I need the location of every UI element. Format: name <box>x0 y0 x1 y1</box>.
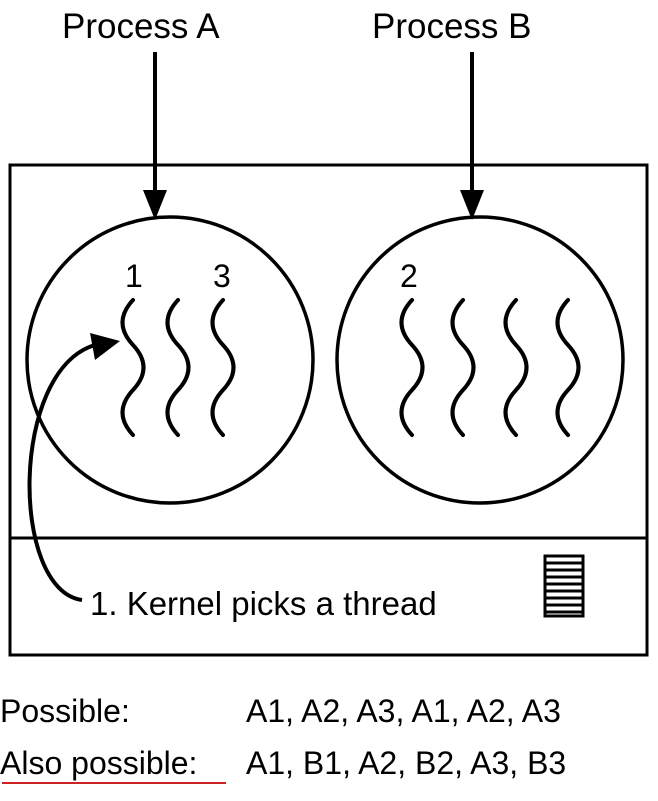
down-arrow-icon <box>143 52 167 220</box>
thread-label-a1: 1 <box>125 258 143 294</box>
thread-squiggle-icon <box>399 298 425 437</box>
process-a-threads <box>120 298 236 437</box>
process-a-label: Process A <box>62 7 220 46</box>
down-arrow-icon <box>460 52 484 220</box>
thread-squiggle-icon <box>450 298 476 437</box>
process-b-threads <box>399 298 581 437</box>
also-possible-sequence: A1, B1, A2, B2, A3, B3 <box>246 745 566 781</box>
possible-sequence: A1, A2, A3, A1, A2, A3 <box>246 693 561 729</box>
thread-squiggle-icon <box>120 298 146 437</box>
kernel-pick-arrow <box>27 333 120 602</box>
process-b-circle <box>335 215 625 505</box>
thread-label-b2: 2 <box>400 258 418 294</box>
thread-squiggle-icon <box>165 298 191 437</box>
thread-label-a3: 3 <box>213 258 231 294</box>
process-b-label: Process B <box>372 7 532 46</box>
thread-squiggle-icon <box>503 298 529 437</box>
possible-label: Possible: <box>0 693 130 729</box>
also-possible-label: Also possible: <box>0 745 197 781</box>
thread-squiggle-icon <box>555 298 581 437</box>
process-a-circle <box>25 215 315 505</box>
system-box <box>8 163 649 657</box>
kernel-caption: 1. Kernel picks a thread <box>90 585 437 622</box>
thread-squiggle-icon <box>210 298 236 437</box>
run-queue-icon <box>543 554 585 618</box>
